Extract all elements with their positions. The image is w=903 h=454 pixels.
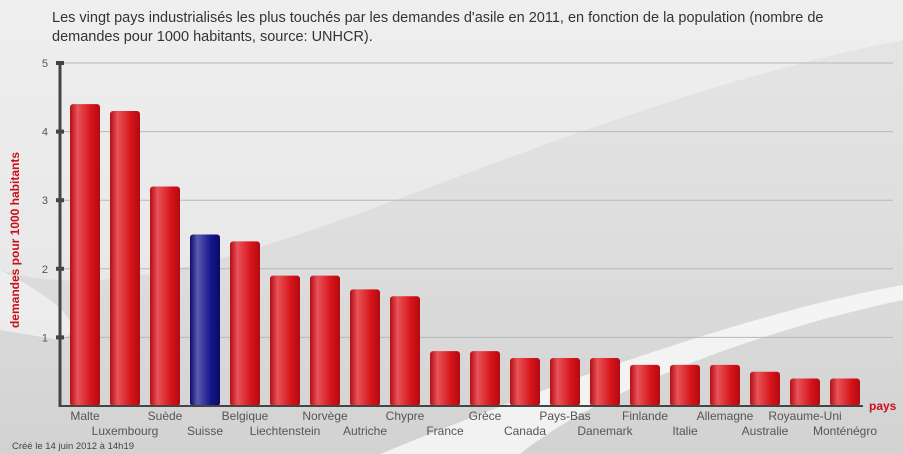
bar-pays-bas [550,357,580,406]
credit-text: Créé le 14 juin 2012 à 14h19 [12,441,135,452]
x-tick-label: Allemagne [697,409,754,423]
bar-belgique [230,241,260,406]
x-tick-label: Danemark [577,424,633,438]
x-tick-label: Belgique [222,409,269,423]
bar-luxembourg [110,111,140,407]
x-tick-label: Malte [70,409,100,423]
bar-liechtenstein [270,275,300,406]
x-tick-label: Liechtenstein [250,424,321,438]
x-tick-label: Suisse [187,424,223,438]
y-tick-label: 2 [42,264,48,276]
bar-monténégro [830,378,860,406]
chart-title: Les vingt pays industrialisés les plus t… [52,10,824,45]
x-tick-label: Italie [672,424,698,438]
x-tick-label: Luxembourg [92,424,159,438]
x-axis-label: pays [869,399,897,413]
x-tick-label: Finlande [622,409,668,423]
bar-malte [70,104,100,406]
x-tick-label: Monténégro [813,424,877,438]
bar-allemagne [710,364,740,406]
y-tick-label: 4 [42,127,48,139]
bar-suisse [190,234,220,406]
x-tick-label: Canada [504,424,546,438]
y-tick-label: 3 [42,195,48,207]
x-tick-label: Royaume-Uni [768,409,841,423]
x-tick-label: Autriche [343,424,387,438]
x-tick-label: France [426,424,464,438]
x-tick-label: Norvège [302,409,348,423]
bar-canada [510,357,540,406]
bar-italie [670,364,700,406]
bar-norvège [310,275,340,406]
x-tick-label: Suède [148,409,183,423]
bar-autriche [350,289,380,406]
bar-royaume-uni [790,378,820,406]
x-tick-label: Pays-Bas [539,409,590,423]
bar-grèce [470,351,500,406]
bar-chypre [390,296,420,406]
x-tick-label: Chypre [386,409,425,423]
x-tick-label: Grèce [469,409,502,423]
bar-suède [150,186,180,406]
bar-france [430,351,460,406]
y-axis-label: demandes pour 1000 habitants [8,152,22,328]
bar-australie [750,371,780,406]
y-tick-label: 1 [42,332,48,344]
bar-finlande [630,364,660,406]
y-tick-label: 5 [42,58,48,70]
x-tick-label: Australie [742,424,789,438]
bar-danemark [590,357,620,406]
